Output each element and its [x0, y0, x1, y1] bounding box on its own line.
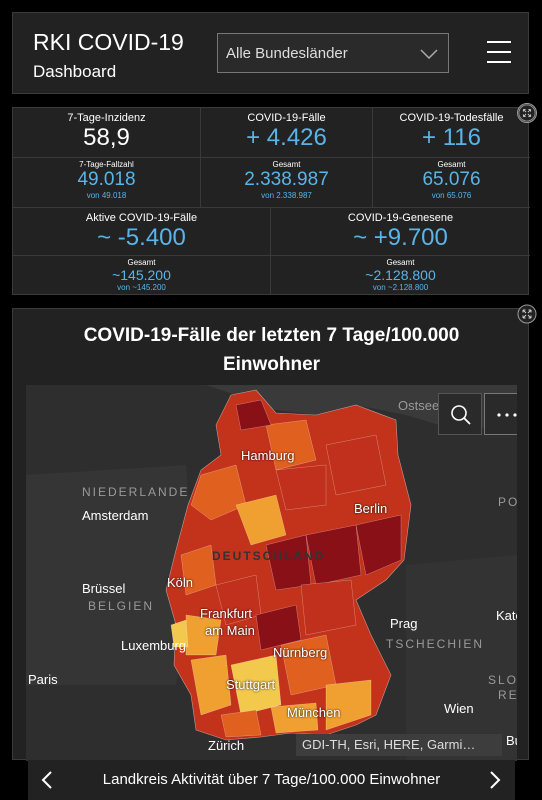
- map-label-koeln: Köln: [167, 575, 194, 590]
- map-label-slowa: SLOWA: [488, 673, 517, 687]
- chevron-right-icon[interactable]: [488, 771, 502, 789]
- active-sub-cell: Gesamt ~145.200 von ~145.200: [13, 256, 271, 294]
- recovered-value: ~ +9.700: [353, 224, 448, 251]
- app-title: RKI COVID-19: [33, 29, 184, 55]
- app-subtitle: Dashboard: [33, 62, 117, 81]
- map-more-button[interactable]: [484, 393, 517, 435]
- active-sub-label: Gesamt: [127, 258, 156, 267]
- recovered-sub-label: Gesamt: [386, 258, 415, 267]
- stats-panel: 7-Tage-Inzidenz 58,9 COVID-19-Fälle + 4.…: [12, 107, 530, 295]
- map-label-amsterdam: Amsterdam: [82, 508, 149, 523]
- map-label-tschechien: TSCHECHIEN: [386, 637, 485, 651]
- incidence-label: 7-Tage-Inzidenz: [67, 112, 146, 124]
- map-label-am-main: am Main: [205, 623, 255, 638]
- expand-stats-icon[interactable]: [517, 103, 537, 123]
- map-canvas: [26, 385, 517, 761]
- map-label-kato: Kato: [496, 608, 517, 623]
- cases-value: + 4.426: [246, 124, 327, 151]
- map-label-po: PO: [498, 495, 517, 509]
- active-sub-from: von ~145.200: [117, 283, 166, 292]
- map-label-zuerich: Zürich: [208, 738, 245, 753]
- cases-cell: COVID-19-Fälle + 4.426: [201, 108, 373, 158]
- map-label-luxemburg: Luxemburg: [121, 638, 187, 653]
- recovered-label: COVID-19-Genesene: [347, 212, 454, 224]
- map-panel: COVID-19-Fälle der letzten 7 Tage/100.00…: [12, 308, 530, 761]
- map-label-belgien: BELGIEN: [88, 599, 155, 613]
- map-label-re: RE: [498, 688, 517, 702]
- cases-sub-value: 2.338.987: [244, 169, 329, 190]
- incidence-cell: 7-Tage-Inzidenz 58,9: [13, 108, 201, 158]
- more-icon: [497, 413, 517, 417]
- recovered-sub-from: von ~2.128.800: [372, 283, 429, 292]
- cases-sub-label: Gesamt: [272, 160, 301, 169]
- cases-sub-cell: Gesamt 2.338.987 von 2.338.987: [201, 158, 373, 208]
- search-icon: [451, 405, 471, 425]
- deaths-cell: COVID-19-Todesfälle + 116: [373, 108, 530, 158]
- active-cell: Aktive COVID-19-Fälle ~ -5.400: [13, 208, 271, 256]
- chevron-left-icon[interactable]: [40, 771, 54, 789]
- map-title-line2: Einwohner: [222, 354, 321, 375]
- map-label-niederlande: NIEDERLANDE: [82, 485, 190, 499]
- map-label-muenchen: München: [287, 705, 341, 720]
- map-label-wien: Wien: [444, 701, 474, 716]
- hamburger-icon[interactable]: [487, 41, 511, 63]
- map-label-deutschland: DEUTSCHLAND: [212, 549, 326, 563]
- map-layer-footer: Landkreis Aktivität über 7 Tage/100.000 …: [28, 760, 515, 800]
- map-label-bruessel: Brüssel: [82, 581, 126, 596]
- recovered-cell: COVID-19-Genesene ~ +9.700: [271, 208, 530, 256]
- map-title: COVID-19-Fälle der letzten 7 Tage/100.00…: [13, 321, 530, 379]
- map-label-nuernberg: Nürnberg: [273, 645, 328, 660]
- incidence-map[interactable]: Ostsee Hamburg NIEDERLANDE Amsterdam Ber…: [26, 385, 517, 761]
- deaths-sub-value: 65.076: [422, 169, 481, 190]
- map-label-buda: Buda: [506, 733, 517, 748]
- map-layer-label: Landkreis Aktivität über 7 Tage/100.000 …: [102, 771, 441, 788]
- map-label-frankfurt: Frankfurt: [200, 606, 253, 621]
- incidence-sub-cell: 7-Tage-Fallzahl 49.018 von 49.018: [13, 158, 201, 208]
- deaths-sub-label: Gesamt: [437, 160, 466, 169]
- map-label-berlin: Berlin: [354, 501, 388, 516]
- region-select[interactable]: Alle Bundesländer: [217, 33, 449, 73]
- map-label-paris: Paris: [28, 672, 58, 687]
- incidence-sub-label: 7-Tage-Fallzahl: [79, 160, 134, 169]
- cases-sub-from: von 2.338.987: [261, 191, 312, 200]
- deaths-sub-from: von 65.076: [431, 191, 472, 200]
- expand-map-icon[interactable]: [517, 304, 537, 324]
- cases-label: COVID-19-Fälle: [247, 112, 326, 124]
- dashboard-header: RKI COVID-19 Dashboard Alle Bundesländer: [12, 12, 529, 94]
- map-attribution[interactable]: GDI-TH, Esri, HERE, Garmi…: [296, 734, 502, 756]
- district-patches: [170, 399, 402, 738]
- incidence-sub-value: 49.018: [77, 169, 136, 190]
- recovered-sub-cell: Gesamt ~2.128.800 von ~2.128.800: [271, 256, 530, 294]
- recovered-sub-value: ~2.128.800: [365, 267, 436, 283]
- active-value: ~ -5.400: [97, 224, 186, 251]
- map-label-hamburg: Hamburg: [241, 448, 295, 463]
- map-search-button[interactable]: [438, 393, 482, 435]
- active-label: Aktive COVID-19-Fälle: [85, 212, 198, 224]
- map-label-stuttgart: Stuttgart: [226, 677, 276, 692]
- chevron-down-icon: [420, 49, 438, 59]
- active-sub-value: ~145.200: [112, 267, 171, 283]
- region-select-value: Alle Bundesländer: [226, 45, 348, 62]
- map-label-ostsee: Ostsee: [398, 398, 440, 413]
- incidence-value: 58,9: [83, 124, 130, 151]
- deaths-sub-cell: Gesamt 65.076 von 65.076: [373, 158, 530, 208]
- map-title-line1: COVID-19-Fälle der letzten 7 Tage/100.00…: [83, 325, 460, 346]
- incidence-sub-from: von 49.018: [86, 191, 127, 200]
- deaths-label: COVID-19-Todesfälle: [399, 112, 504, 124]
- map-label-prag: Prag: [390, 616, 418, 631]
- deaths-value: + 116: [422, 124, 481, 151]
